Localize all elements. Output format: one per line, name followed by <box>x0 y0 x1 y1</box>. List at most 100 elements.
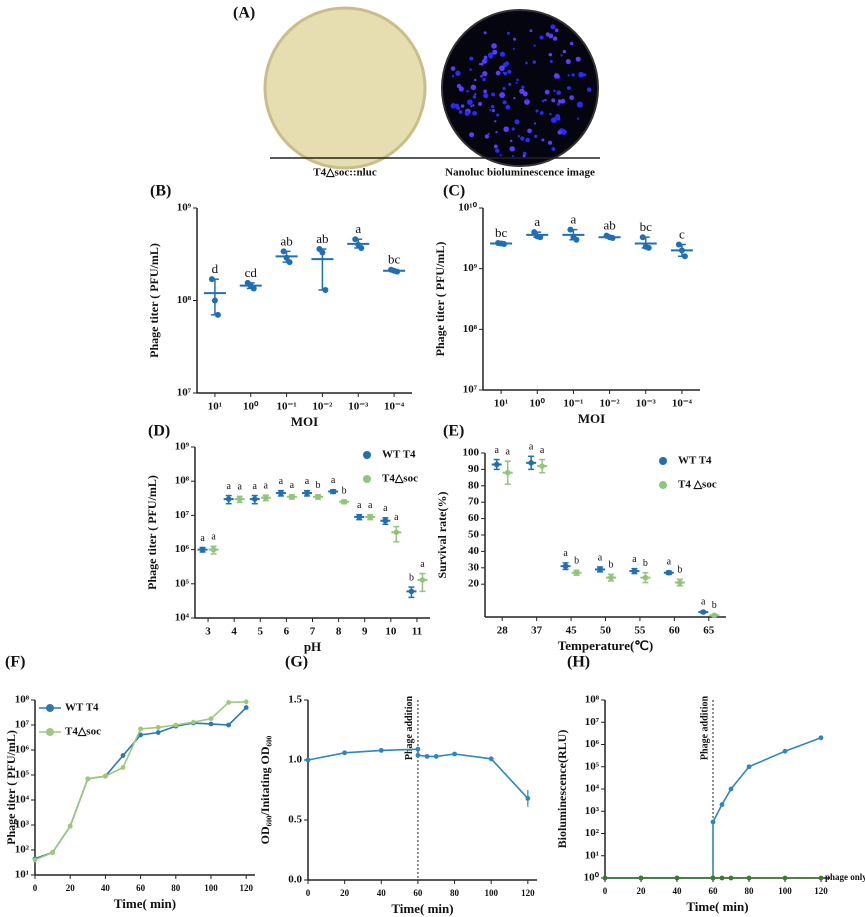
spot <box>529 29 533 33</box>
x-tick-label: 40 <box>377 888 387 898</box>
x-tick-label: 9 <box>362 626 368 638</box>
significance-letter: a <box>540 445 545 456</box>
spot <box>508 82 512 86</box>
significance-letter: a <box>355 221 361 236</box>
bioluminescent-spots <box>450 24 592 158</box>
spot <box>527 128 532 134</box>
spot <box>520 136 525 141</box>
legend-label: phage only <box>825 872 865 882</box>
spot <box>511 127 515 131</box>
point <box>280 248 287 255</box>
y-tick-label: 10⁵ <box>15 769 30 781</box>
x-tick-label: 10⁻³ <box>636 398 657 410</box>
point <box>710 819 716 825</box>
y-axis-label: Survival rate(%) <box>435 492 449 579</box>
spot <box>553 89 556 93</box>
point <box>358 244 365 251</box>
significance-letter: a <box>368 500 373 511</box>
spot <box>565 58 571 65</box>
x-tick-label: 40 <box>673 886 683 896</box>
spot <box>516 78 519 82</box>
spot <box>535 109 539 113</box>
point <box>226 700 232 705</box>
significance-letter: b <box>409 572 414 583</box>
x-tick-label: 120 <box>239 883 253 893</box>
point <box>424 754 430 759</box>
spot <box>567 74 570 77</box>
spot <box>550 24 556 30</box>
spot <box>480 62 484 66</box>
chart-panel: (F) 10¹ 10² 10³ 10⁴ 10⁵ 10⁶ 10⁷ 10⁸ 0 20 40 60 80 100 1… <box>4 654 255 911</box>
x-axis-label: MOI <box>291 414 318 429</box>
spot <box>469 132 475 138</box>
y-tick-label: 10⁸ <box>463 323 478 335</box>
spot <box>509 146 515 152</box>
spot <box>472 95 477 99</box>
significance-letter: b <box>677 565 682 576</box>
spot <box>470 84 477 91</box>
legend-label: WT T4 <box>678 455 712 467</box>
significance-letter: a <box>357 500 362 511</box>
spot <box>578 71 584 78</box>
chart-panel: (H) 10⁰ 10¹ 10² 10³ 10⁴ 10⁵ 10⁶ 10⁷ 10⁸ 0 20 40 60 80 1… <box>555 654 865 914</box>
spot <box>503 126 509 133</box>
x-tick-label: 120 <box>814 886 828 896</box>
panel-label: (E) <box>443 423 464 440</box>
x-axis-label: Time( min) <box>114 896 176 911</box>
spot <box>477 101 483 107</box>
spot <box>533 44 536 47</box>
y-tick-label: 90 <box>468 463 480 475</box>
spot <box>522 91 528 97</box>
y-axis-label: Phage titer ( PFU/mL) <box>4 730 18 845</box>
x-tick-label: 0 <box>603 886 608 896</box>
spot <box>502 71 506 75</box>
point <box>567 226 574 233</box>
panel-label: (A) <box>233 5 255 22</box>
x-tick-label: 10⁻¹ <box>563 398 583 410</box>
y-tick-label: 1.0 <box>288 754 302 766</box>
spot <box>569 41 574 46</box>
spot <box>576 117 580 120</box>
x-tick-label: 10¹ <box>208 401 222 413</box>
x-tick-label: 80 <box>450 888 460 898</box>
significance-letter: ab <box>603 218 615 233</box>
significance-letter: bc <box>495 225 508 240</box>
spot <box>534 134 538 139</box>
spot <box>499 51 506 57</box>
y-axis-label: Phage titer ( PFU/mL) <box>433 242 447 357</box>
spot <box>494 120 497 123</box>
spot <box>483 31 487 35</box>
significance-letter: a <box>237 482 242 493</box>
y-tick-label: 10⁹ <box>175 441 190 453</box>
chart-panel: (G) 0.0 0.5 1.0 1.5 0 20 40 60 80 100 120 Time( min)… <box>258 654 537 916</box>
spot <box>478 62 482 66</box>
y-tick-label: 10⁴ <box>175 612 190 624</box>
x-tick-label: 0 <box>33 883 38 893</box>
spot <box>495 130 498 134</box>
x-axis-label: Temperature(℃) <box>558 638 653 653</box>
point <box>85 776 91 782</box>
spot <box>492 49 498 55</box>
spot <box>522 154 526 158</box>
x-tick-label: 10⁻³ <box>348 401 369 413</box>
point <box>719 875 725 881</box>
point <box>138 732 144 738</box>
significance-letter: ab <box>316 231 328 246</box>
spot <box>487 52 494 58</box>
significance-letter: bc <box>388 252 401 267</box>
significance-letter: a <box>305 476 310 487</box>
x-tick-label: 10⁰ <box>530 398 546 410</box>
legend-swatch <box>659 481 667 489</box>
spot <box>562 49 567 54</box>
point <box>681 253 688 260</box>
x-tick-label: 65 <box>703 625 715 637</box>
point <box>415 746 421 752</box>
spot <box>549 59 553 63</box>
x-tick-label: 28 <box>497 625 509 637</box>
x-axis-label: Time( min) <box>686 899 748 914</box>
spot <box>560 54 563 57</box>
spot <box>507 69 512 74</box>
x-tick-label: 37 <box>531 625 543 637</box>
y-axis-label: Phage titer ( PFU/mL) <box>145 475 159 590</box>
point <box>746 764 752 770</box>
